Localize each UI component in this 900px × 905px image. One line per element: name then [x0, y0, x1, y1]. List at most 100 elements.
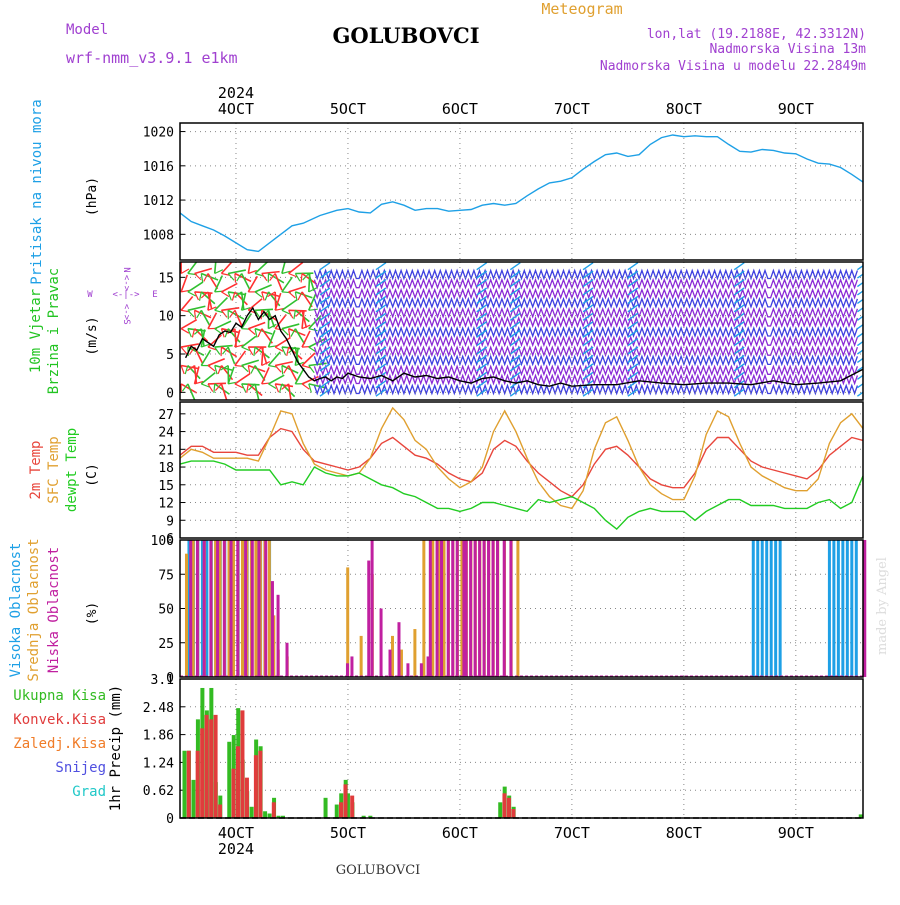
bar-konvek-kisa [245, 778, 249, 818]
bar-ukupna-kisa [324, 798, 328, 818]
bar-srednja-oblacnost [422, 540, 425, 677]
bar-niska-oblacnost [487, 540, 490, 677]
precip-legend-item: Ukupna Kisa [13, 688, 106, 704]
bar-niska-oblacnost [469, 540, 472, 677]
y-unit-label: (hPa) [85, 177, 100, 216]
wind-label-1: 10m Vjetar [28, 289, 44, 373]
x-tick-label-top: 9OCT [778, 100, 814, 118]
bar-srednja-oblacnost [413, 629, 416, 677]
bar-ukupna-kisa [263, 811, 267, 818]
y-tick-label: 24 [158, 426, 174, 441]
bar-niska-oblacnost [440, 540, 443, 677]
bar-visoka-oblacnost [756, 540, 759, 677]
x-tick-label-bottom: 6OCT [442, 824, 478, 842]
y-tick-label: 0 [166, 386, 174, 401]
bar-niska-oblacnost [474, 540, 477, 677]
bar-konvek-kisa [272, 802, 276, 818]
bar-niska-oblacnost [420, 663, 423, 677]
x-year-bottom: 2024 [218, 840, 254, 858]
bar-niska-oblacnost [209, 540, 212, 677]
model-label: Model [66, 22, 108, 38]
y-tick-label: 75 [158, 568, 174, 583]
bar-niska-oblacnost [230, 540, 233, 677]
bar-niska-oblacnost [465, 540, 468, 677]
bar-srednja-oblacnost [360, 636, 363, 677]
precip-legend-item: Grad [72, 784, 106, 800]
bar-visoka-oblacnost [765, 540, 768, 677]
bar-konvek-kisa [240, 710, 244, 818]
compass-s: S [121, 319, 131, 324]
bar-konvek-kisa [236, 746, 240, 818]
bar-niska-oblacnost [258, 540, 261, 677]
y-tick-label: 21 [158, 443, 174, 458]
y-tick-label: 12 [158, 497, 174, 512]
bar-visoka-oblacnost [774, 540, 777, 677]
y-unit-label: (m/s) [85, 316, 100, 355]
y-tick-label: 1012 [143, 194, 174, 209]
bar-konvek-kisa [218, 805, 222, 818]
x-tick-label-top: 4OCT [218, 100, 254, 118]
bar-konvek-kisa [502, 793, 506, 818]
bar-niska-oblacnost [429, 540, 432, 677]
low-cloud-label: Niska Oblacnost [46, 547, 62, 673]
precip-legend-item: Konvek.Kisa [13, 712, 106, 728]
bar-niska-oblacnost [286, 643, 289, 677]
x-tick-label-bottom: 5OCT [330, 824, 366, 842]
bar-niska-oblacnost [496, 540, 499, 677]
station-title: GOLUBOVCI [332, 23, 479, 48]
bar-ukupna-kisa [191, 780, 195, 818]
y-tick-label: 0 [166, 812, 174, 827]
y-tick-label: 5 [166, 348, 174, 363]
y-unit-label: (%) [85, 602, 100, 625]
bar-niska-oblacnost [397, 622, 400, 677]
y-tick-label: 15 [158, 479, 174, 494]
bar-srednja-oblacnost [254, 540, 257, 677]
bar-visoka-oblacnost [855, 540, 858, 677]
wind-barb-flag [282, 366, 283, 375]
wind-barb [242, 384, 260, 385]
temp2m-label: 2m Temp [28, 440, 44, 499]
bar-niska-oblacnost [189, 540, 192, 677]
bar-srednja-oblacnost [268, 540, 271, 677]
model-altitude-text: Nadmorska Visina u modelu 22.2849m [600, 59, 866, 74]
bar-konvek-kisa [339, 802, 343, 818]
y-tick-label: 1020 [143, 126, 174, 141]
bar-konvek-kisa [187, 751, 191, 818]
y-tick-label: 2.48 [143, 701, 174, 716]
bar-niska-oblacnost [271, 581, 274, 677]
bar-niska-oblacnost [350, 656, 353, 677]
bar-konvek-kisa [350, 796, 354, 818]
bar-niska-oblacnost [436, 540, 439, 677]
bar-niska-oblacnost [483, 540, 486, 677]
bar-ukupna-kisa [227, 742, 231, 818]
y-tick-label: 25 [158, 637, 174, 652]
plot-area [180, 402, 863, 538]
y-tick-label: 100 [151, 534, 174, 549]
panels: 1008101210161020(hPa)051015(m/s)69121518… [8, 84, 867, 858]
sfctemp-label: SFC Temp [46, 436, 62, 503]
bar-niska-oblacnost [509, 540, 512, 677]
compass-e: E [152, 290, 157, 300]
bar-niska-oblacnost [367, 561, 370, 677]
altitude-text: Nadmorska Visina 13m [709, 42, 866, 57]
x-tick-label-top: 7OCT [554, 100, 590, 118]
y-tick-label: 1008 [143, 228, 174, 243]
bar-visoka-oblacnost [846, 540, 849, 677]
bar-konvek-kisa [232, 769, 236, 818]
mid-cloud-label: Srednja Oblacnost [26, 538, 42, 681]
wind-barb-flag [214, 384, 215, 393]
bar-niska-oblacnost [456, 540, 459, 677]
bar-niska-oblacnost [196, 540, 199, 677]
precip-legend-item: Snijeg [55, 760, 106, 776]
footer-station: GOLUBOVCI [336, 863, 421, 878]
bar-visoka-oblacnost [837, 540, 840, 677]
compass-n: N [121, 267, 131, 272]
bar-ukupna-kisa [182, 751, 186, 818]
x-tick-label-top: 5OCT [330, 100, 366, 118]
pressure-label: Pritisak na nivou mora [29, 99, 45, 284]
bar-konvek-kisa [343, 784, 347, 818]
y-tick-label: 18 [158, 461, 174, 476]
